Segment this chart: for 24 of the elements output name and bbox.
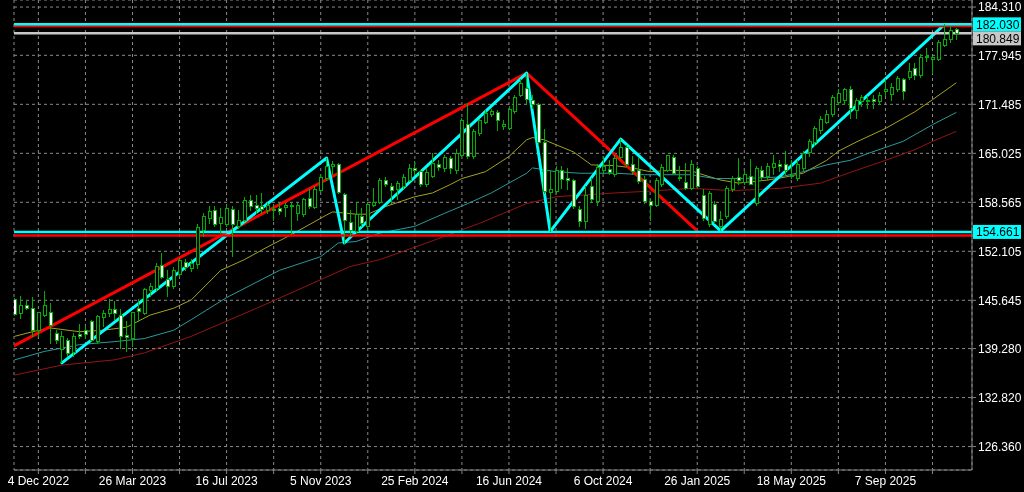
x-tick-label: 6 Oct 2024 [573, 473, 633, 488]
ref-line-label: 182.030 [976, 17, 1020, 32]
ref-line-label: 154.661 [976, 225, 1020, 240]
y-tick-label: 152.105 [978, 244, 1022, 259]
x-tick-label: 26 Jan 2025 [664, 473, 731, 488]
y-tick-label: 177.945 [978, 48, 1022, 63]
x-tick-label: 16 Jul 2023 [195, 473, 258, 488]
x-tick-label: 25 Feb 2024 [381, 473, 449, 488]
y-tick-label: 184.310 [978, 0, 1022, 15]
y-tick-label: 126.360 [978, 439, 1022, 454]
y-tick-label: 171.485 [978, 97, 1022, 112]
x-tick-label: 16 Jun 2024 [475, 473, 543, 488]
y-tick-label: 139.280 [978, 341, 1022, 356]
y-tick-label: 158.565 [978, 195, 1022, 210]
y-tick-label: 132.820 [978, 390, 1022, 405]
x-tick-label: 18 May 2025 [756, 473, 827, 488]
x-tick-label: 7 Sep 2025 [854, 473, 917, 488]
x-tick-label: 5 Nov 2023 [290, 473, 352, 488]
y-tick-label: 165.025 [978, 146, 1022, 161]
y-tick-label: 145.645 [978, 293, 1022, 308]
x-tick-label: 4 Dec 2022 [7, 473, 70, 488]
x-tick-label: 26 Mar 2023 [98, 473, 167, 488]
ref-line-label: 180.849 [976, 31, 1020, 46]
line-series [14, 82, 957, 337]
